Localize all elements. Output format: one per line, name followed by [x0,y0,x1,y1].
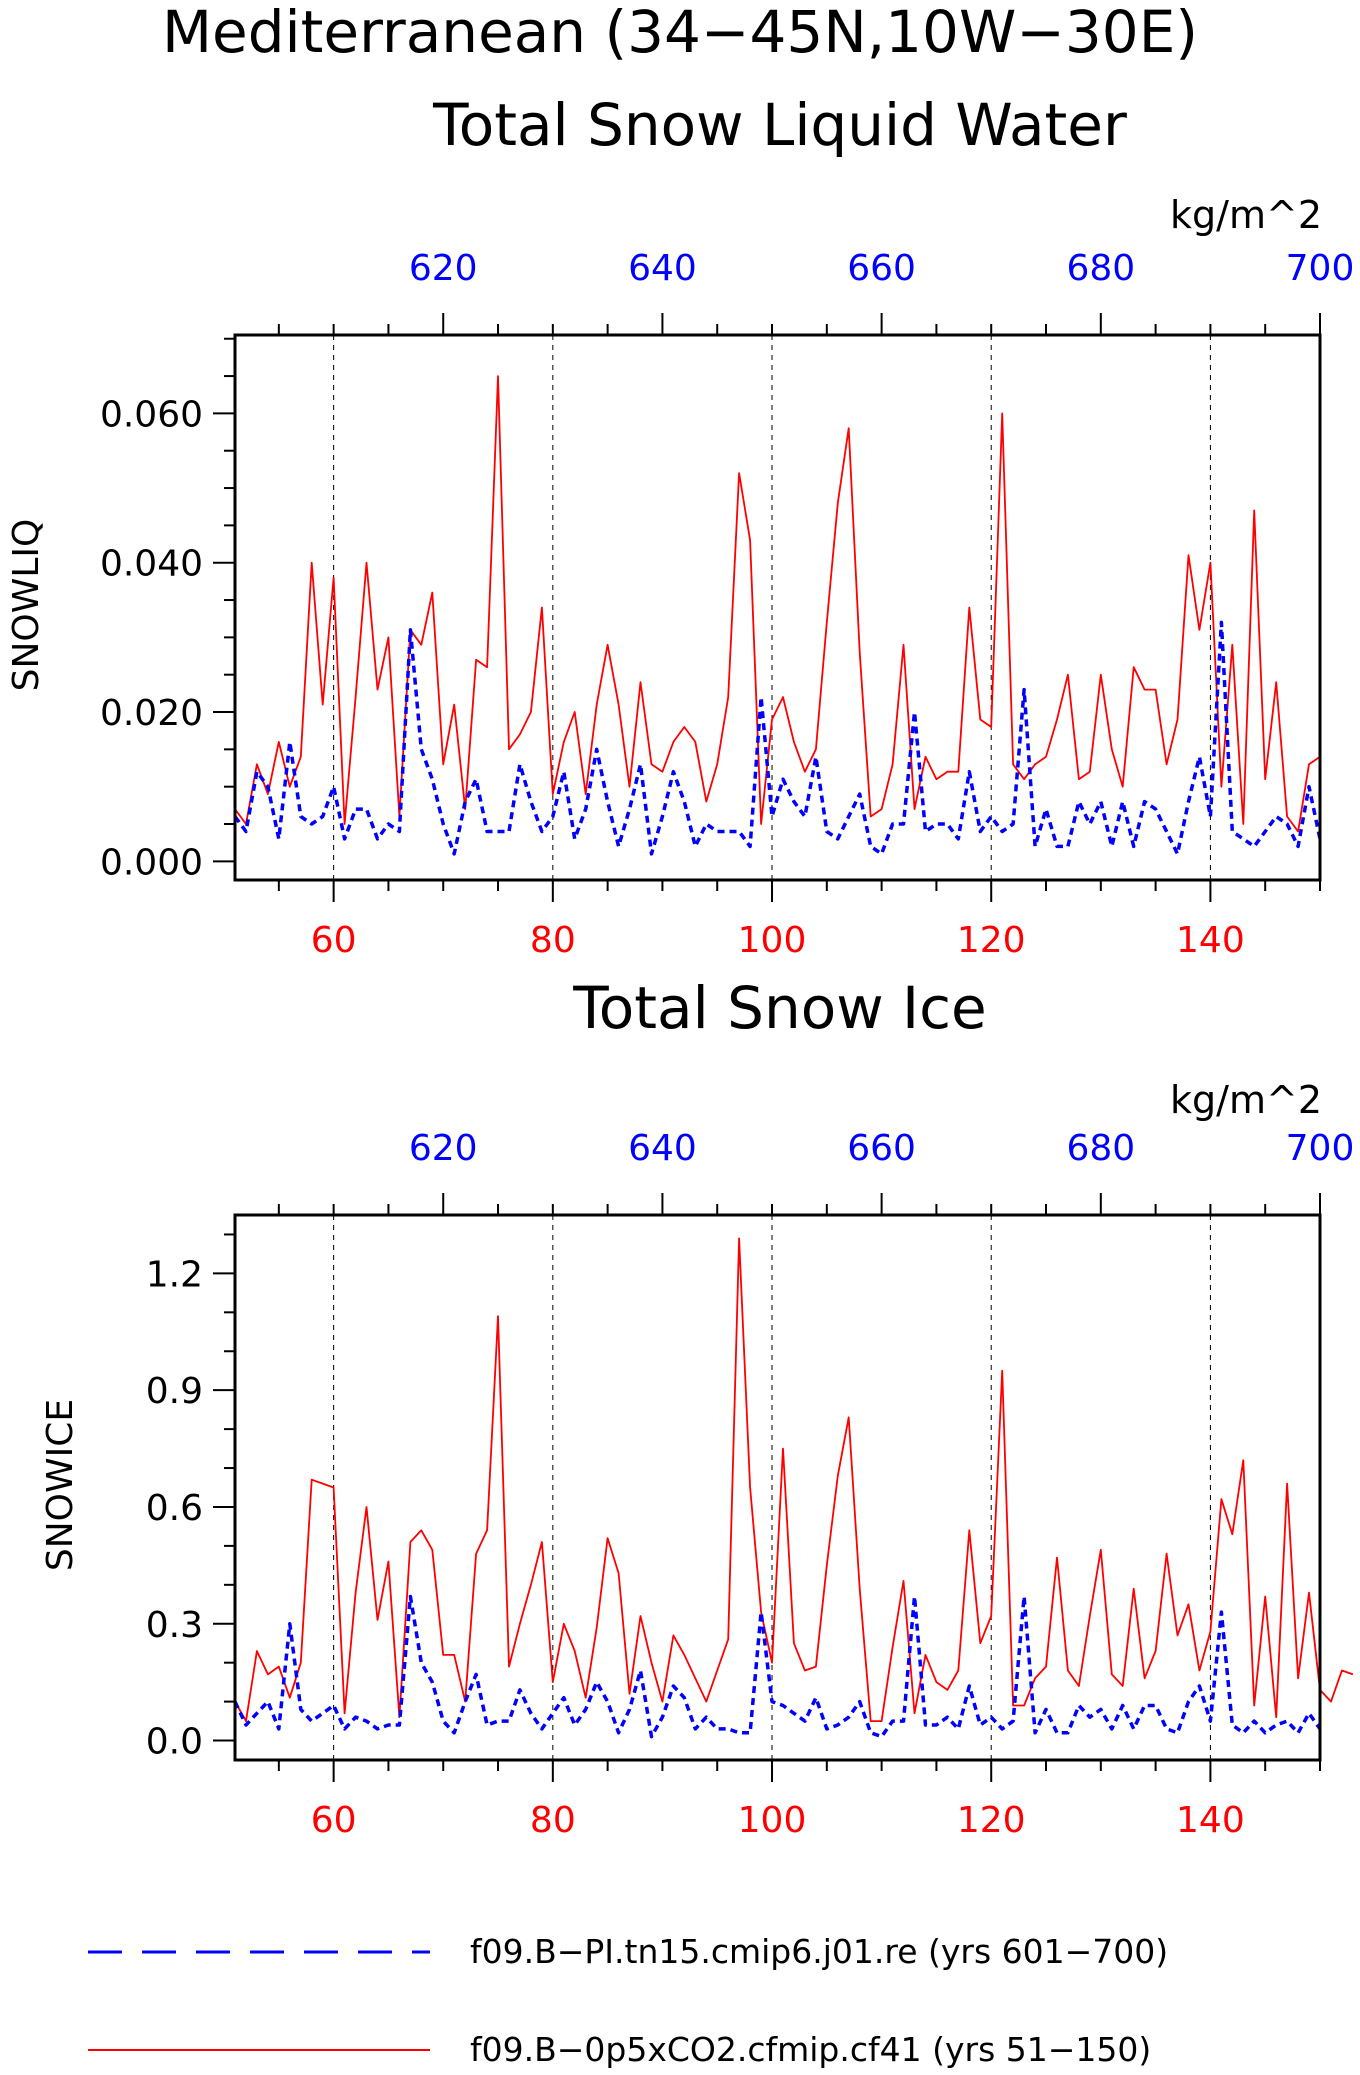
x-tick-label-top: 640 [628,248,697,289]
x-tick-label-top: 700 [1286,1128,1355,1169]
panel-title: Total Snow Ice [572,974,987,1042]
x-tick-label-bottom: 120 [957,920,1026,961]
y-tick-label: 0.0 [146,1722,203,1763]
figure-title: Mediterranean (34−45N,10W−30E) [162,0,1198,66]
x-tick-label-top: 680 [1066,248,1135,289]
y-tick-label: 0.3 [146,1605,203,1646]
y-tick-label: 0.9 [146,1371,203,1412]
y-tick-label: 1.2 [146,1254,203,1295]
y-tick-label: 0.020 [100,693,203,734]
x-tick-label-top: 620 [409,248,478,289]
x-tick-label-bottom: 100 [738,920,807,961]
units-label: kg/m^2 [1170,1078,1322,1122]
x-tick-label-bottom: 100 [738,1800,807,1841]
x-tick-label-top: 660 [847,1128,916,1169]
series-line-blue [233,620,1322,856]
x-tick-label-bottom: 60 [311,1800,357,1841]
y-tick-label: 0.060 [100,394,203,435]
x-tick-label-top: 620 [409,1128,478,1169]
plot-frame [233,1213,1322,1762]
y-tick-label: 0.000 [100,842,203,883]
x-tick-label-bottom: 80 [530,1800,576,1841]
y-axis-label: SNOWLIQ [6,519,47,692]
x-tick-label-top: 700 [1286,248,1355,289]
series-line-blue [233,1594,1322,1739]
y-tick-label: 0.6 [146,1488,203,1529]
plot-frame [233,333,1322,882]
series-line-red [234,1237,1354,1722]
x-tick-label-top: 680 [1066,1128,1135,1169]
x-tick-label-top: 640 [628,1128,697,1169]
legend-label-blue: f09.B−PI.tn15.cmip6.j01.re (yrs 601−700) [470,1932,1168,1971]
series-line-red [234,375,1321,833]
legend: f09.B−PI.tn15.cmip6.j01.re (yrs 601−700)… [88,1932,1168,2069]
x-tick-label-bottom: 140 [1176,1800,1245,1841]
x-tick-label-bottom: 120 [957,1800,1026,1841]
legend-label-red: f09.B−0p5xCO2.cfmip.cf41 (yrs 51−150) [470,2030,1151,2069]
panel-snowice: Total Snow Ice kg/m^2 SNOWICE 60 80 100 120… [40,974,1354,1841]
y-axis-label: SNOWICE [40,1399,81,1571]
panel-title: Total Snow Liquid Water [432,91,1127,159]
x-tick-label-bottom: 60 [311,920,357,961]
x-tick-label-top: 660 [847,248,916,289]
x-tick-label-bottom: 80 [530,920,576,961]
x-tick-label-bottom: 140 [1176,920,1245,961]
units-label: kg/m^2 [1170,193,1322,237]
y-tick-label: 0.040 [100,544,203,585]
panel-snowliq: Total Snow Liquid Water kg/m^2 SNOWLIQ 6… [6,91,1354,961]
